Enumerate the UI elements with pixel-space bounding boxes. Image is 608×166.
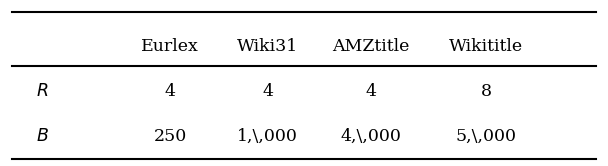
Text: 250: 250 — [154, 128, 187, 145]
Text: Eurlex: Eurlex — [142, 38, 199, 55]
Text: 1,\,000: 1,\,000 — [237, 128, 298, 145]
Text: 4: 4 — [365, 83, 376, 100]
Text: 4: 4 — [262, 83, 273, 100]
Text: $R$: $R$ — [36, 83, 49, 100]
Text: 4,\,000: 4,\,000 — [340, 128, 401, 145]
Text: Wiki31: Wiki31 — [237, 38, 298, 55]
Text: Wikititle: Wikititle — [449, 38, 523, 55]
Text: 4: 4 — [165, 83, 176, 100]
Text: $B$: $B$ — [36, 128, 49, 145]
Text: 8: 8 — [481, 83, 492, 100]
Text: 5,\,000: 5,\,000 — [456, 128, 517, 145]
Text: AMZtitle: AMZtitle — [332, 38, 410, 55]
